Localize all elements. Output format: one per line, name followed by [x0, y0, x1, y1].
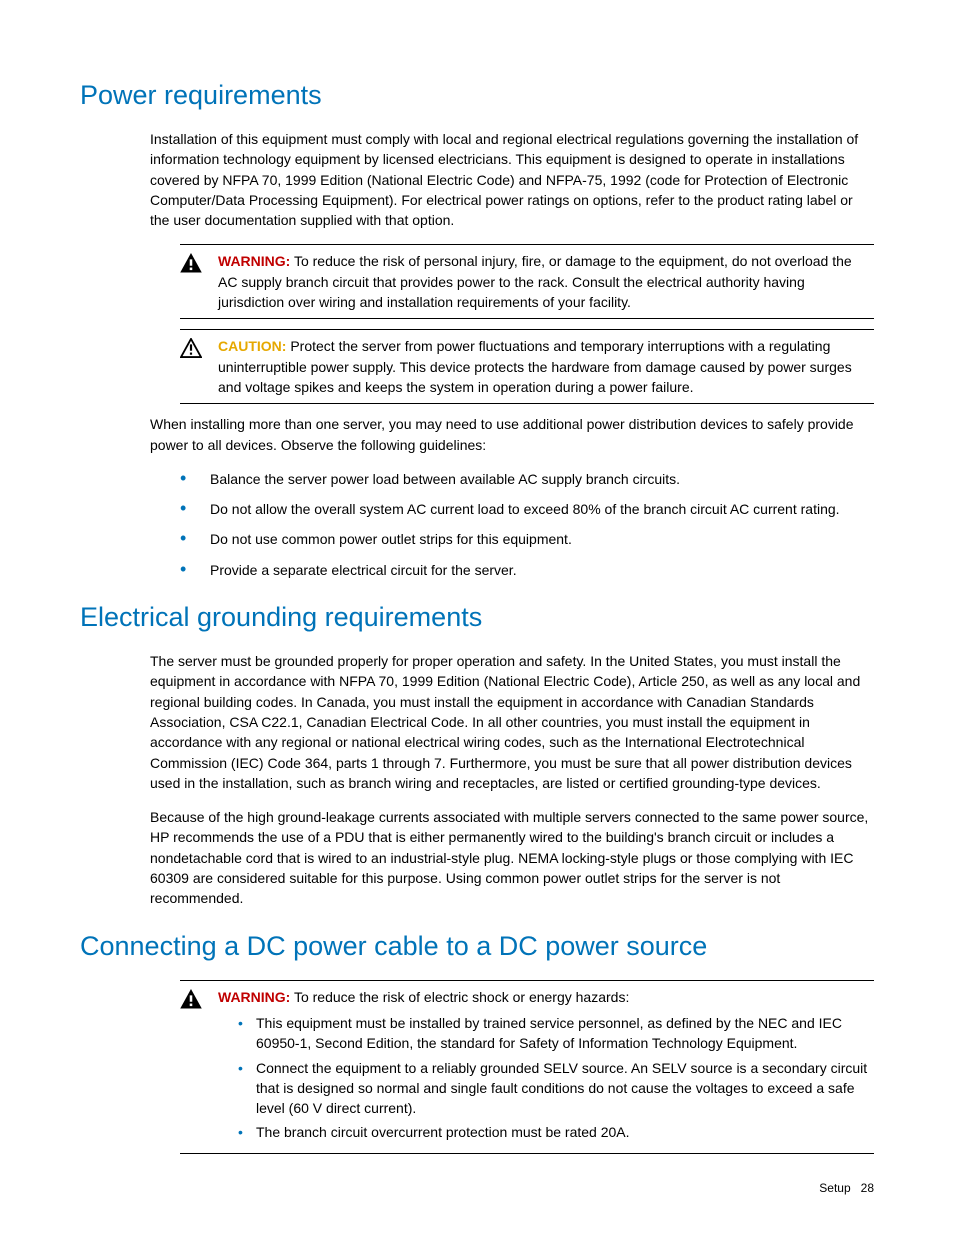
- list-item: Do not allow the overall system AC curre…: [180, 499, 874, 519]
- power-mid-paragraph: When installing more than one server, yo…: [150, 414, 874, 455]
- caution-body: Protect the server from power fluctuatio…: [218, 338, 852, 395]
- list-item: This equipment must be installed by trai…: [238, 1013, 874, 1054]
- dc-warning-intro: To reduce the risk of electric shock or …: [290, 989, 629, 1005]
- list-item: The branch circuit overcurrent protectio…: [238, 1122, 874, 1142]
- grounding-para-2: Because of the high ground-leakage curre…: [150, 807, 874, 908]
- caution-callout: CAUTION: Protect the server from power f…: [180, 329, 874, 404]
- warning-text: WARNING: To reduce the risk of personal …: [218, 251, 874, 312]
- warning-body: To reduce the risk of personal injury, f…: [218, 253, 852, 310]
- section-heading-dc: Connecting a DC power cable to a DC powe…: [80, 931, 874, 962]
- section-heading-power: Power requirements: [80, 80, 874, 111]
- footer-section: Setup: [819, 1181, 850, 1195]
- caution-text: CAUTION: Protect the server from power f…: [218, 336, 874, 397]
- caution-icon: [180, 338, 202, 358]
- page-footer: Setup 28: [819, 1181, 874, 1195]
- caution-label: CAUTION:: [218, 338, 286, 354]
- list-item: Balance the server power load between av…: [180, 469, 874, 489]
- dc-warning-callout: WARNING: To reduce the risk of electric …: [180, 980, 874, 1154]
- list-item: Do not use common power outlet strips fo…: [180, 529, 874, 549]
- warning-icon: [180, 989, 202, 1009]
- footer-page-number: 28: [861, 1181, 874, 1195]
- warning-label: WARNING:: [218, 253, 290, 269]
- list-item: Connect the equipment to a reliably grou…: [238, 1058, 874, 1119]
- warning-label: WARNING:: [218, 989, 290, 1005]
- warning-callout: WARNING: To reduce the risk of personal …: [180, 244, 874, 319]
- warning-icon: [180, 253, 202, 273]
- section-heading-grounding: Electrical grounding requirements: [80, 602, 874, 633]
- dc-warning-list: This equipment must be installed by trai…: [238, 1013, 874, 1143]
- grounding-para-1: The server must be grounded properly for…: [150, 651, 874, 793]
- list-item: Provide a separate electrical circuit fo…: [180, 560, 874, 580]
- dc-warning-text: WARNING: To reduce the risk of electric …: [218, 987, 874, 1147]
- power-intro-paragraph: Installation of this equipment must comp…: [150, 129, 874, 230]
- power-guidelines-list: Balance the server power load between av…: [180, 469, 874, 580]
